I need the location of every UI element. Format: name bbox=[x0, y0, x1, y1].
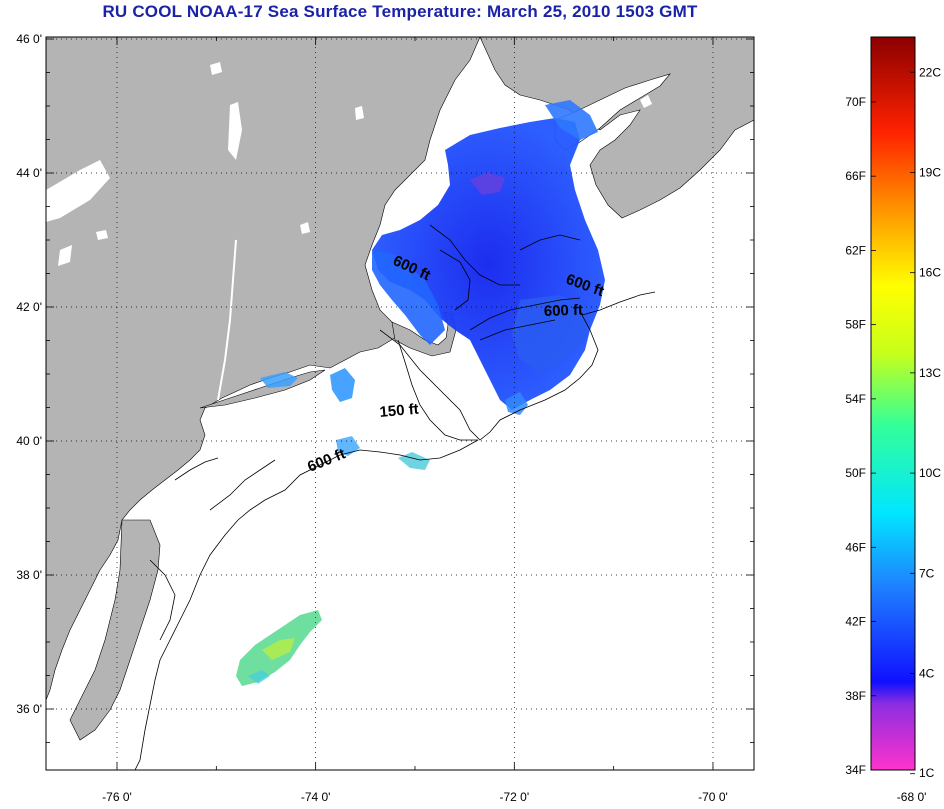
colorbar-f-label: 46F bbox=[845, 540, 866, 554]
map-frame bbox=[45, 36, 755, 771]
lat-tick-label: 46 0' bbox=[16, 32, 42, 46]
sst-southern-new-england bbox=[260, 368, 528, 470]
colorbar-f-label: 70F bbox=[845, 95, 866, 109]
land-delmarva bbox=[69, 519, 161, 741]
longitude-labels: -76 0'-74 0'-72 0'-70 0'-68 0'-66 0'-64 … bbox=[102, 790, 927, 804]
graticule bbox=[46, 37, 754, 770]
colorbar-c-label: 22C bbox=[919, 65, 941, 79]
lake-small-4 bbox=[300, 222, 310, 234]
lon-tick-label: -70 0' bbox=[698, 790, 728, 804]
lat-tick-label: 36 0' bbox=[16, 702, 42, 716]
lat-tick-label: 38 0' bbox=[16, 568, 42, 582]
map-title: RU COOL NOAA-17 Sea Surface Temperature:… bbox=[102, 2, 698, 21]
colorbar-c-label: 1C bbox=[919, 766, 935, 780]
colorbar-f-label: 34F bbox=[845, 763, 866, 777]
axis-ticks bbox=[46, 37, 754, 770]
colorbar-f-label: 58F bbox=[845, 318, 866, 332]
lon-tick-label: -76 0' bbox=[102, 790, 132, 804]
lake-small-5 bbox=[355, 106, 364, 120]
colorbar-celsius-labels: 22C 19C 16C 13C 10C 7C 4C 1C bbox=[919, 65, 941, 780]
colorbar bbox=[870, 36, 916, 771]
colorbar-c-label: 10C bbox=[919, 466, 941, 480]
lake-northwest bbox=[46, 160, 110, 222]
colorbar-fahrenheit-labels: 70F 66F 62F 58F 54F 50F 46F 42F 38F 34F bbox=[845, 95, 866, 777]
colorbar-f-label: 38F bbox=[845, 689, 866, 703]
colorbar-f-label: 42F bbox=[845, 615, 866, 629]
colorbar-c-label: 16C bbox=[919, 266, 941, 280]
colorbar-f-label: 66F bbox=[845, 169, 866, 183]
colorbar-c-label: 7C bbox=[919, 566, 935, 580]
hudson-river bbox=[217, 239, 237, 401]
colorbar-c-label: 19C bbox=[919, 165, 941, 179]
colorbar-f-label: 54F bbox=[845, 392, 866, 406]
lat-tick-label: 44 0' bbox=[16, 166, 42, 180]
colorbar-c-label: 4C bbox=[919, 667, 935, 681]
colorbar-f-label: 62F bbox=[845, 243, 866, 257]
contour-label-600ft-3: 600 ft bbox=[544, 302, 584, 320]
lake-small-1 bbox=[58, 245, 72, 266]
lon-tick-label: -72 0' bbox=[499, 790, 529, 804]
bathymetry-contours bbox=[134, 224, 656, 770]
lon-tick-label: -74 0' bbox=[301, 790, 331, 804]
lat-tick-label: 40 0' bbox=[16, 434, 42, 448]
lat-tick-label: 42 0' bbox=[16, 300, 42, 314]
colorbar-c-label: 13C bbox=[919, 366, 941, 380]
lake-champlain bbox=[228, 102, 242, 160]
contour-label-150ft: 150 ft bbox=[379, 401, 420, 421]
colorbar-f-label: 50F bbox=[845, 466, 866, 480]
latitude-labels: 46 0' 44 0' 42 0' 40 0' 38 0' 36 0' bbox=[16, 32, 42, 716]
lon-tick-label: -68 0' bbox=[897, 790, 927, 804]
land-nova-scotia bbox=[479, 37, 754, 219]
sst-offshore-warm-patch bbox=[236, 610, 322, 686]
sst-gulf-of-maine bbox=[372, 100, 605, 410]
lake-small-3 bbox=[210, 62, 222, 75]
colorbar-ticks bbox=[871, 71, 915, 775]
lake-small-6 bbox=[640, 95, 652, 108]
lake-small-2 bbox=[96, 230, 108, 240]
land-us-mainland bbox=[46, 37, 481, 701]
